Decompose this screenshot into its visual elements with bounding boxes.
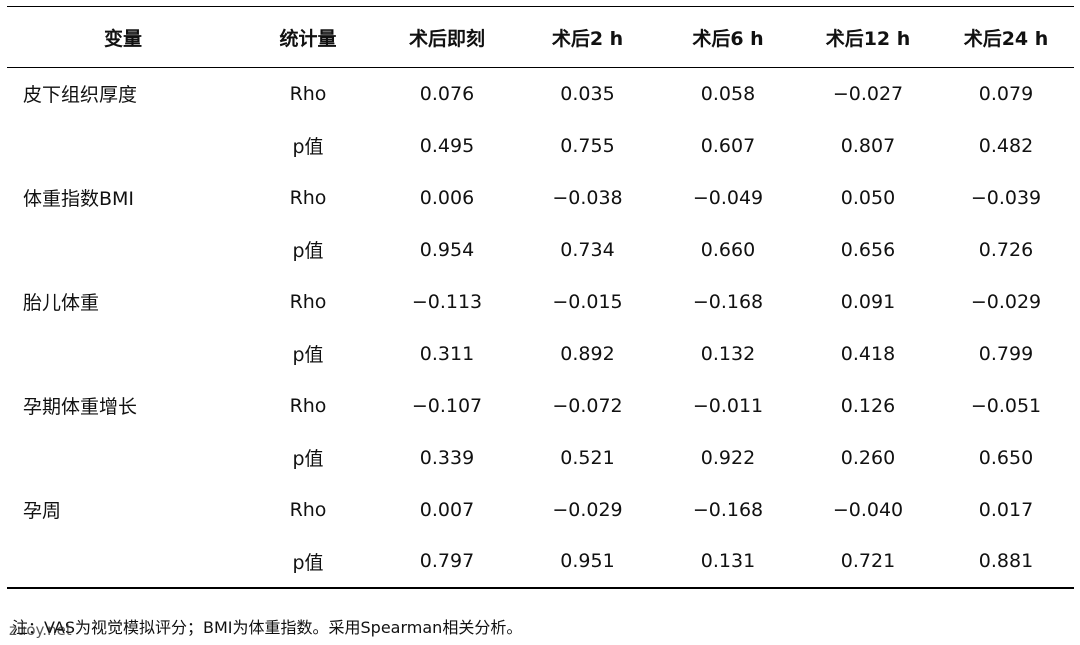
value-cell: 0.418	[840, 342, 896, 365]
variable-cell	[7, 328, 239, 380]
table-row: p值 0.797 0.951 0.131 0.721 0.881	[7, 536, 1074, 588]
header-6h: 术后6 h	[692, 27, 764, 50]
statistic-cell: Rho	[289, 186, 327, 209]
value-cell: 0.495	[419, 134, 475, 157]
table-row: p值 0.311 0.892 0.132 0.418 0.799	[7, 328, 1074, 380]
value-cell: 0.755	[560, 134, 615, 157]
statistic-cell: p值	[292, 344, 324, 366]
value-cell: −0.027	[832, 82, 904, 105]
value-cell: 0.260	[840, 446, 896, 469]
site-watermark: zuoy.net	[9, 621, 72, 639]
value-cell: −0.113	[411, 290, 483, 313]
table-row: p值 0.495 0.755 0.607 0.807 0.482	[7, 120, 1074, 172]
correlation-table: 变量 统计量 术后即刻 术后2 h 术后6 h 术后12 h 术后24 h 皮下…	[7, 6, 1074, 589]
value-cell: 0.922	[700, 446, 756, 469]
value-cell: 0.521	[560, 446, 615, 469]
value-cell: 0.050	[840, 186, 896, 209]
value-cell: 0.035	[560, 82, 615, 105]
value-cell: −0.168	[692, 498, 764, 521]
value-cell: 0.892	[560, 342, 615, 365]
table-row: p值 0.339 0.521 0.922 0.260 0.650	[7, 432, 1074, 484]
value-cell: 0.607	[700, 134, 756, 157]
variable-cell: 皮下组织厚度	[23, 84, 138, 107]
value-cell: −0.029	[970, 290, 1042, 313]
table-footnote: 注：VAS为视觉模拟评分；BMI为体重指数。采用Spearman相关分析。	[12, 618, 523, 637]
value-cell: 0.721	[840, 550, 896, 572]
value-cell: −0.029	[552, 498, 623, 521]
table-row: 胎儿体重 Rho −0.113 −0.015 −0.168 0.091 −0.0…	[7, 276, 1074, 328]
value-cell: 0.726	[978, 238, 1034, 261]
value-cell: 0.951	[560, 550, 615, 572]
header-variable: 变量	[103, 27, 142, 50]
value-cell: 0.881	[978, 550, 1034, 572]
statistic-cell: Rho	[289, 498, 327, 521]
header-statistic: 统计量	[279, 27, 337, 50]
value-cell: −0.011	[692, 394, 764, 417]
value-cell: 0.656	[840, 238, 896, 261]
variable-cell: 孕期体重增长	[23, 396, 138, 418]
table-row: p值 0.954 0.734 0.660 0.656 0.726	[7, 224, 1074, 276]
value-cell: 0.734	[560, 238, 615, 261]
variable-cell	[7, 432, 239, 484]
variable-cell	[7, 536, 239, 588]
variable-cell: 胎儿体重	[23, 292, 100, 314]
variable-cell	[7, 224, 239, 276]
value-cell: 0.091	[840, 290, 896, 313]
table-row: 体重指数BMI Rho 0.006 −0.038 −0.049 0.050 −0…	[7, 172, 1074, 224]
statistic-cell: p值	[292, 136, 324, 158]
value-cell: 0.076	[419, 82, 475, 105]
table-row: 皮下组织厚度 Rho 0.076 0.035 0.058 −0.027 0.07…	[7, 68, 1074, 120]
statistic-cell: Rho	[289, 82, 327, 105]
value-cell: 0.954	[419, 238, 475, 261]
table-row: 孕周 Rho 0.007 −0.029 −0.168 −0.040 0.017	[7, 484, 1074, 536]
variable-cell	[7, 120, 239, 172]
header-immediate: 术后即刻	[408, 27, 485, 50]
value-cell: −0.038	[552, 186, 623, 209]
value-cell: 0.797	[419, 550, 475, 572]
value-cell: 0.311	[419, 342, 475, 365]
value-cell: 0.079	[978, 82, 1034, 105]
value-cell: 0.799	[978, 342, 1034, 365]
statistic-cell: p值	[292, 551, 324, 574]
value-cell: 0.126	[840, 394, 896, 417]
value-cell: 0.006	[419, 186, 475, 209]
value-cell: 0.131	[700, 550, 756, 572]
value-cell: −0.039	[970, 186, 1042, 209]
value-cell: 0.017	[978, 498, 1034, 521]
value-cell: 0.007	[419, 498, 475, 521]
variable-cell: 孕周	[23, 500, 62, 522]
variable-cell: 体重指数BMI	[23, 188, 135, 210]
header-24h: 术后24 h	[963, 27, 1049, 50]
statistic-cell: p值	[292, 240, 324, 262]
statistic-cell: p值	[292, 448, 324, 470]
value-cell: 0.058	[700, 82, 756, 105]
value-cell: −0.051	[970, 394, 1042, 417]
value-cell: 0.482	[978, 134, 1034, 157]
value-cell: 0.807	[840, 134, 896, 157]
value-cell: −0.072	[552, 394, 623, 417]
value-cell: 0.650	[978, 446, 1034, 469]
value-cell: −0.040	[832, 498, 904, 521]
header-2h: 术后2 h	[551, 27, 624, 50]
statistic-cell: Rho	[289, 290, 327, 313]
value-cell: 0.132	[700, 342, 756, 365]
table-row: 孕期体重增长 Rho −0.107 −0.072 −0.011 0.126 −0…	[7, 380, 1074, 432]
header-12h: 术后12 h	[825, 27, 911, 50]
value-cell: −0.107	[411, 394, 483, 417]
value-cell: 0.660	[700, 238, 756, 261]
statistic-cell: Rho	[289, 394, 327, 417]
value-cell: 0.339	[419, 446, 475, 469]
table-header-row: 变量 统计量 术后即刻 术后2 h 术后6 h 术后12 h 术后24 h	[7, 6, 1074, 68]
value-cell: −0.168	[692, 290, 764, 313]
value-cell: −0.049	[692, 186, 764, 209]
value-cell: −0.015	[552, 290, 623, 313]
